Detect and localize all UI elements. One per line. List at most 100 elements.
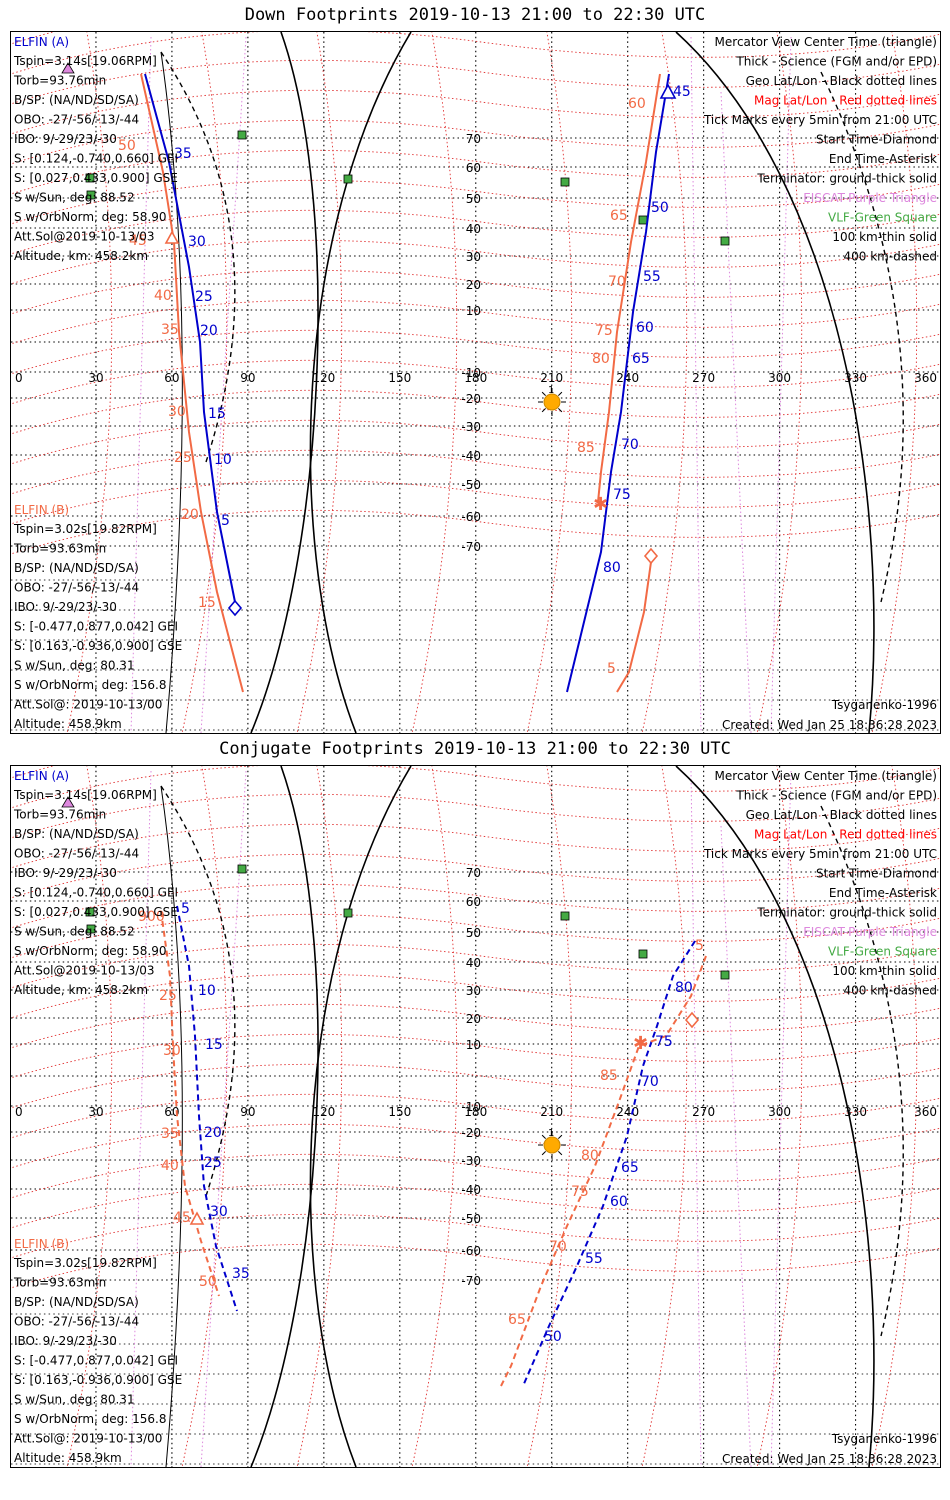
longitude-tick-label: 270 — [692, 1105, 715, 1119]
longitude-tick-label: 150 — [388, 1105, 411, 1119]
elfin-a-track-left — [176, 905, 238, 1312]
mag-longitude-line — [181, 766, 228, 1467]
elfin-a-info-line: S: [0.124,-0.740,0.660] GEI — [14, 152, 178, 166]
elfin-a-info-line: B/SP: (NA/ND/SD/SA) — [14, 93, 139, 107]
elfin-a-info-line: Torb=93.76min — [13, 74, 106, 88]
sun-ray — [541, 391, 546, 396]
track-tick-label: 45 — [173, 1210, 191, 1226]
mag-latitude-line — [11, 1243, 940, 1289]
legend-line: Terminator: ground-thick solid — [756, 172, 937, 186]
mag-longitude-line — [411, 32, 458, 733]
eiscat-purple-triangle — [61, 796, 75, 808]
terminator-dashed-right — [820, 805, 904, 1337]
eiscat-purple-triangle — [61, 62, 75, 74]
vlf-green-square — [720, 970, 730, 980]
terminator-dashed-left — [160, 51, 236, 463]
legend-line: Tick Marks every 5min from 21:00 UTC — [703, 113, 937, 127]
track-tick-label: 45 — [673, 84, 691, 100]
elfin-a-track-left — [144, 73, 238, 613]
terminator-right — [675, 766, 875, 1467]
elfin-b-end-asterisk: ✱ — [633, 1033, 648, 1054]
vlf-green-square — [720, 236, 730, 246]
longitude-tick-label: 120 — [312, 371, 335, 385]
legend-line: Start Time-Diamond — [816, 133, 937, 147]
elfin-b-track-right — [597, 73, 661, 503]
mag-longitude-line — [641, 32, 688, 733]
elfin-a-title: ELFIN (A) — [14, 35, 69, 49]
mag-latitude-line — [11, 883, 940, 929]
mag-latitude-line — [11, 1003, 940, 1049]
legend-line: End Time-Asterisk — [829, 886, 937, 900]
mag-latitude-line — [11, 1093, 940, 1139]
mag-latitude-line — [11, 823, 940, 869]
elfin-a-info-line: Torb=93.76min — [13, 808, 106, 822]
mag-latitude-line — [11, 1063, 940, 1109]
track-tick-label: 75 — [655, 1034, 673, 1050]
elfin-b-track-left — [160, 910, 220, 1297]
mag-latitude-line — [11, 766, 940, 809]
down-footprints-map: 0 30 60 90 120 150 180 210 240 270 300 330 360 70 60 50… — [10, 31, 941, 734]
longitude-tick-label: 60 — [164, 1105, 179, 1119]
mag-latitude-line — [11, 359, 940, 405]
latitude-tick-label: 30 — [466, 250, 481, 264]
elfin-a-info-line: OBO: -27/-56/-13/-44 — [14, 113, 139, 127]
mag-latitude-line — [11, 149, 940, 195]
elfin-a-info-line: S w/OrbNorm, deg: 58.90 — [14, 210, 166, 224]
elfin-b-info-line: S w/Sun, deg: 80.31 — [14, 659, 135, 673]
track-tick-label: 40 — [154, 288, 172, 304]
elfin-b-info-line: OBO: -27/-56/-13/-44 — [14, 581, 139, 595]
track-tick-label: 30 — [163, 1043, 181, 1059]
sun-ray — [541, 1134, 546, 1139]
mag-longitude-line — [181, 32, 228, 733]
track-tick-label: 30 — [188, 234, 206, 250]
mag-meridian-line — [200, 36, 247, 733]
latitude-tick-label: 50 — [466, 192, 481, 206]
legend-line: EISCAT-Purple Triangle — [803, 925, 937, 939]
latitude-tick-label: -20 — [461, 1126, 481, 1140]
mag-meridian-line — [770, 36, 792, 733]
elfin-b-title: ELFIN (B) — [14, 1237, 69, 1251]
track-tick-label: 60 — [610, 1194, 628, 1210]
vlf-green-square — [343, 174, 353, 184]
mag-latitude-line — [11, 449, 940, 495]
track-tick-label: 45 — [129, 233, 147, 249]
mag-latitude-line — [11, 299, 940, 345]
mag-latitude-line — [11, 1183, 940, 1229]
sun-ray — [558, 408, 563, 413]
legend-line: 100 km-thin solid — [832, 230, 937, 244]
track-tick-label: 20 — [200, 323, 218, 339]
elfin-a-start-diamond — [227, 599, 243, 617]
longitude-tick-label: 90 — [240, 1105, 255, 1119]
elfin-a-info-line: Att.Sol@2019-10-13/03 — [14, 230, 155, 244]
conjugate-footprints-canvas: 0 30 60 90 120 150 180 210 240 270 300 330 360706050… — [11, 766, 940, 1467]
vlf-green-square — [237, 864, 247, 874]
track-tick-label: 15 — [198, 595, 216, 611]
legend-line: Mercator View Center Time (triangle) — [715, 769, 937, 783]
track-tick-label: 25 — [159, 988, 177, 1004]
elfin-a-info-line: S: [0.027,0.433,0.900] GSE — [14, 171, 178, 185]
vlf-green-square — [560, 911, 570, 921]
latitude-tick-label: -10 — [461, 366, 481, 380]
elfin-b-info-line: Altitude: 458.9km — [14, 1451, 122, 1465]
legend-line: 400 km-dashed — [843, 984, 937, 998]
elfin-b-info-line: Tspin=3.02s[19.82RPM] — [13, 522, 157, 536]
track-tick-label: 10 — [198, 983, 216, 999]
track-tick-label: 50 — [544, 1329, 562, 1345]
elfin-a-info-line: S: [0.027,0.433,0.900] GSE — [14, 905, 178, 919]
vlf-green-square — [85, 173, 95, 183]
elfin-a-center-triangle — [659, 83, 677, 99]
elfin-b-info-line: Torb=93.63min — [13, 1276, 106, 1290]
elfin-b-info-line: S: [-0.477,0.877,0.042] GEI — [14, 620, 178, 634]
mag-latitude-line — [11, 913, 940, 959]
longitude-tick-label: 360 — [914, 1105, 937, 1119]
elfin-a-info-line: OBO: -27/-56/-13/-44 — [14, 847, 139, 861]
longitude-tick-label: 180 — [464, 1105, 487, 1119]
legend-line: Thick - Science (FGM and/or EPD) — [735, 55, 937, 69]
track-tick-label: 50 — [199, 1274, 217, 1290]
elfin-b-info-line: OBO: -27/-56/-13/-44 — [14, 1315, 139, 1329]
mag-latitude-line — [11, 1033, 940, 1079]
longitude-tick-label: 210 — [540, 371, 563, 385]
sun-icon — [543, 1136, 561, 1154]
legend-line: Tick Marks every 5min from 21:00 UTC — [703, 847, 937, 861]
latitude-tick-label: -30 — [461, 1154, 481, 1168]
